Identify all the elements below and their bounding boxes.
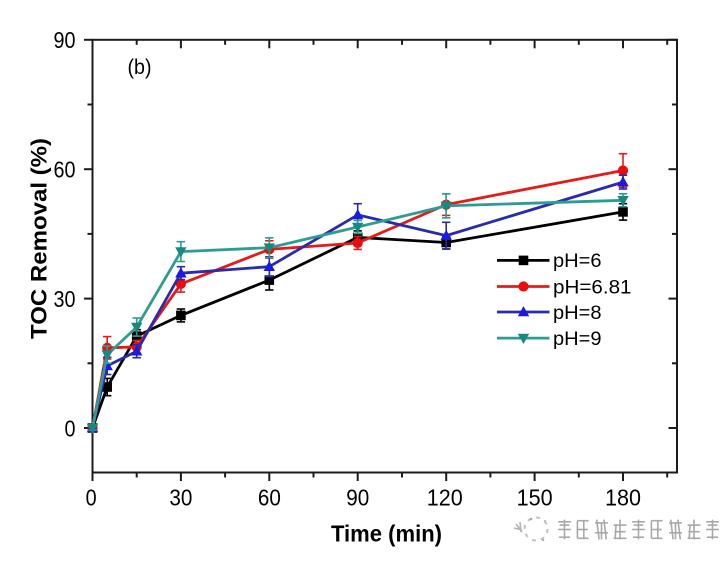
svg-text:pH=9: pH=9 (553, 329, 602, 350)
svg-text:90: 90 (346, 484, 369, 510)
svg-text:180: 180 (605, 484, 641, 510)
svg-text:60: 60 (54, 157, 76, 183)
svg-text:TOC Removal (%): TOC Removal (%) (27, 138, 52, 339)
svg-text:120: 120 (427, 484, 463, 510)
svg-text:(b): (b) (128, 56, 152, 79)
svg-text:pH=8: pH=8 (553, 303, 602, 324)
svg-text:90: 90 (54, 27, 76, 53)
svg-text:60: 60 (258, 484, 281, 510)
svg-text:0: 0 (86, 484, 97, 510)
svg-text:150: 150 (517, 484, 553, 510)
svg-text:30: 30 (169, 484, 192, 510)
svg-text:30: 30 (54, 286, 76, 312)
svg-text:0: 0 (65, 415, 76, 441)
svg-text:pH=6: pH=6 (553, 251, 602, 272)
svg-text:pH=6.81: pH=6.81 (553, 277, 632, 298)
svg-text:Time (min): Time (min) (331, 521, 442, 547)
